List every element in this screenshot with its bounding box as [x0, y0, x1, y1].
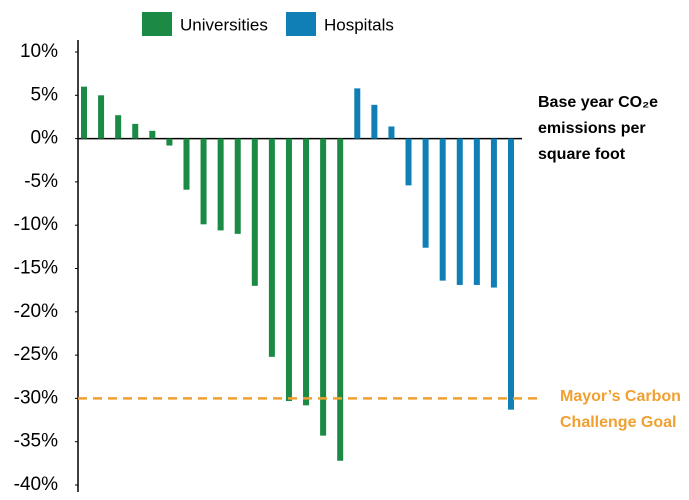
legend-swatch: [286, 12, 316, 36]
bar: [268, 138, 275, 357]
bar: [490, 138, 497, 288]
annotation: emissions per: [538, 120, 646, 137]
goal-label: Challenge Goal: [560, 414, 676, 431]
bar: [422, 138, 429, 248]
bar: [98, 95, 105, 139]
bar: [200, 138, 207, 225]
bar: [405, 138, 412, 186]
y-tick-label: -10%: [14, 214, 58, 235]
bar: [337, 138, 344, 461]
bar: [149, 130, 156, 139]
y-tick-label: -20%: [14, 301, 58, 322]
annotation: square foot: [538, 146, 626, 163]
y-tick-label: -30%: [14, 387, 58, 408]
annotation: Base year CO₂e: [538, 94, 658, 111]
bar: [354, 88, 361, 139]
y-tick-label: -15%: [14, 258, 58, 279]
bar: [285, 138, 292, 401]
bar: [371, 104, 378, 139]
bar: [439, 138, 446, 281]
bar: [320, 138, 327, 436]
bar: [456, 138, 463, 285]
bar: [115, 115, 122, 139]
bar: [388, 126, 395, 139]
y-tick-label: -40%: [14, 474, 58, 495]
legend-label: Universities: [180, 15, 268, 34]
bar: [251, 138, 258, 286]
y-tick-label: -35%: [14, 431, 58, 452]
bar: [508, 138, 514, 410]
bar: [183, 138, 190, 190]
bar: [234, 138, 241, 234]
bar: [217, 138, 224, 231]
goal-label: Mayor’s Carbon: [560, 388, 681, 405]
bar: [81, 86, 87, 139]
y-tick-label: 10%: [20, 41, 58, 62]
y-tick-label: -5%: [24, 171, 58, 192]
y-tick-label: 5%: [31, 84, 59, 105]
y-tick-label: -25%: [14, 344, 58, 365]
bar: [132, 123, 139, 139]
y-tick-label: 0%: [31, 128, 59, 149]
bar: [166, 138, 173, 146]
legend-swatch: [142, 12, 172, 36]
bar: [473, 138, 480, 285]
legend-label: Hospitals: [324, 15, 394, 34]
bar: [303, 138, 310, 406]
